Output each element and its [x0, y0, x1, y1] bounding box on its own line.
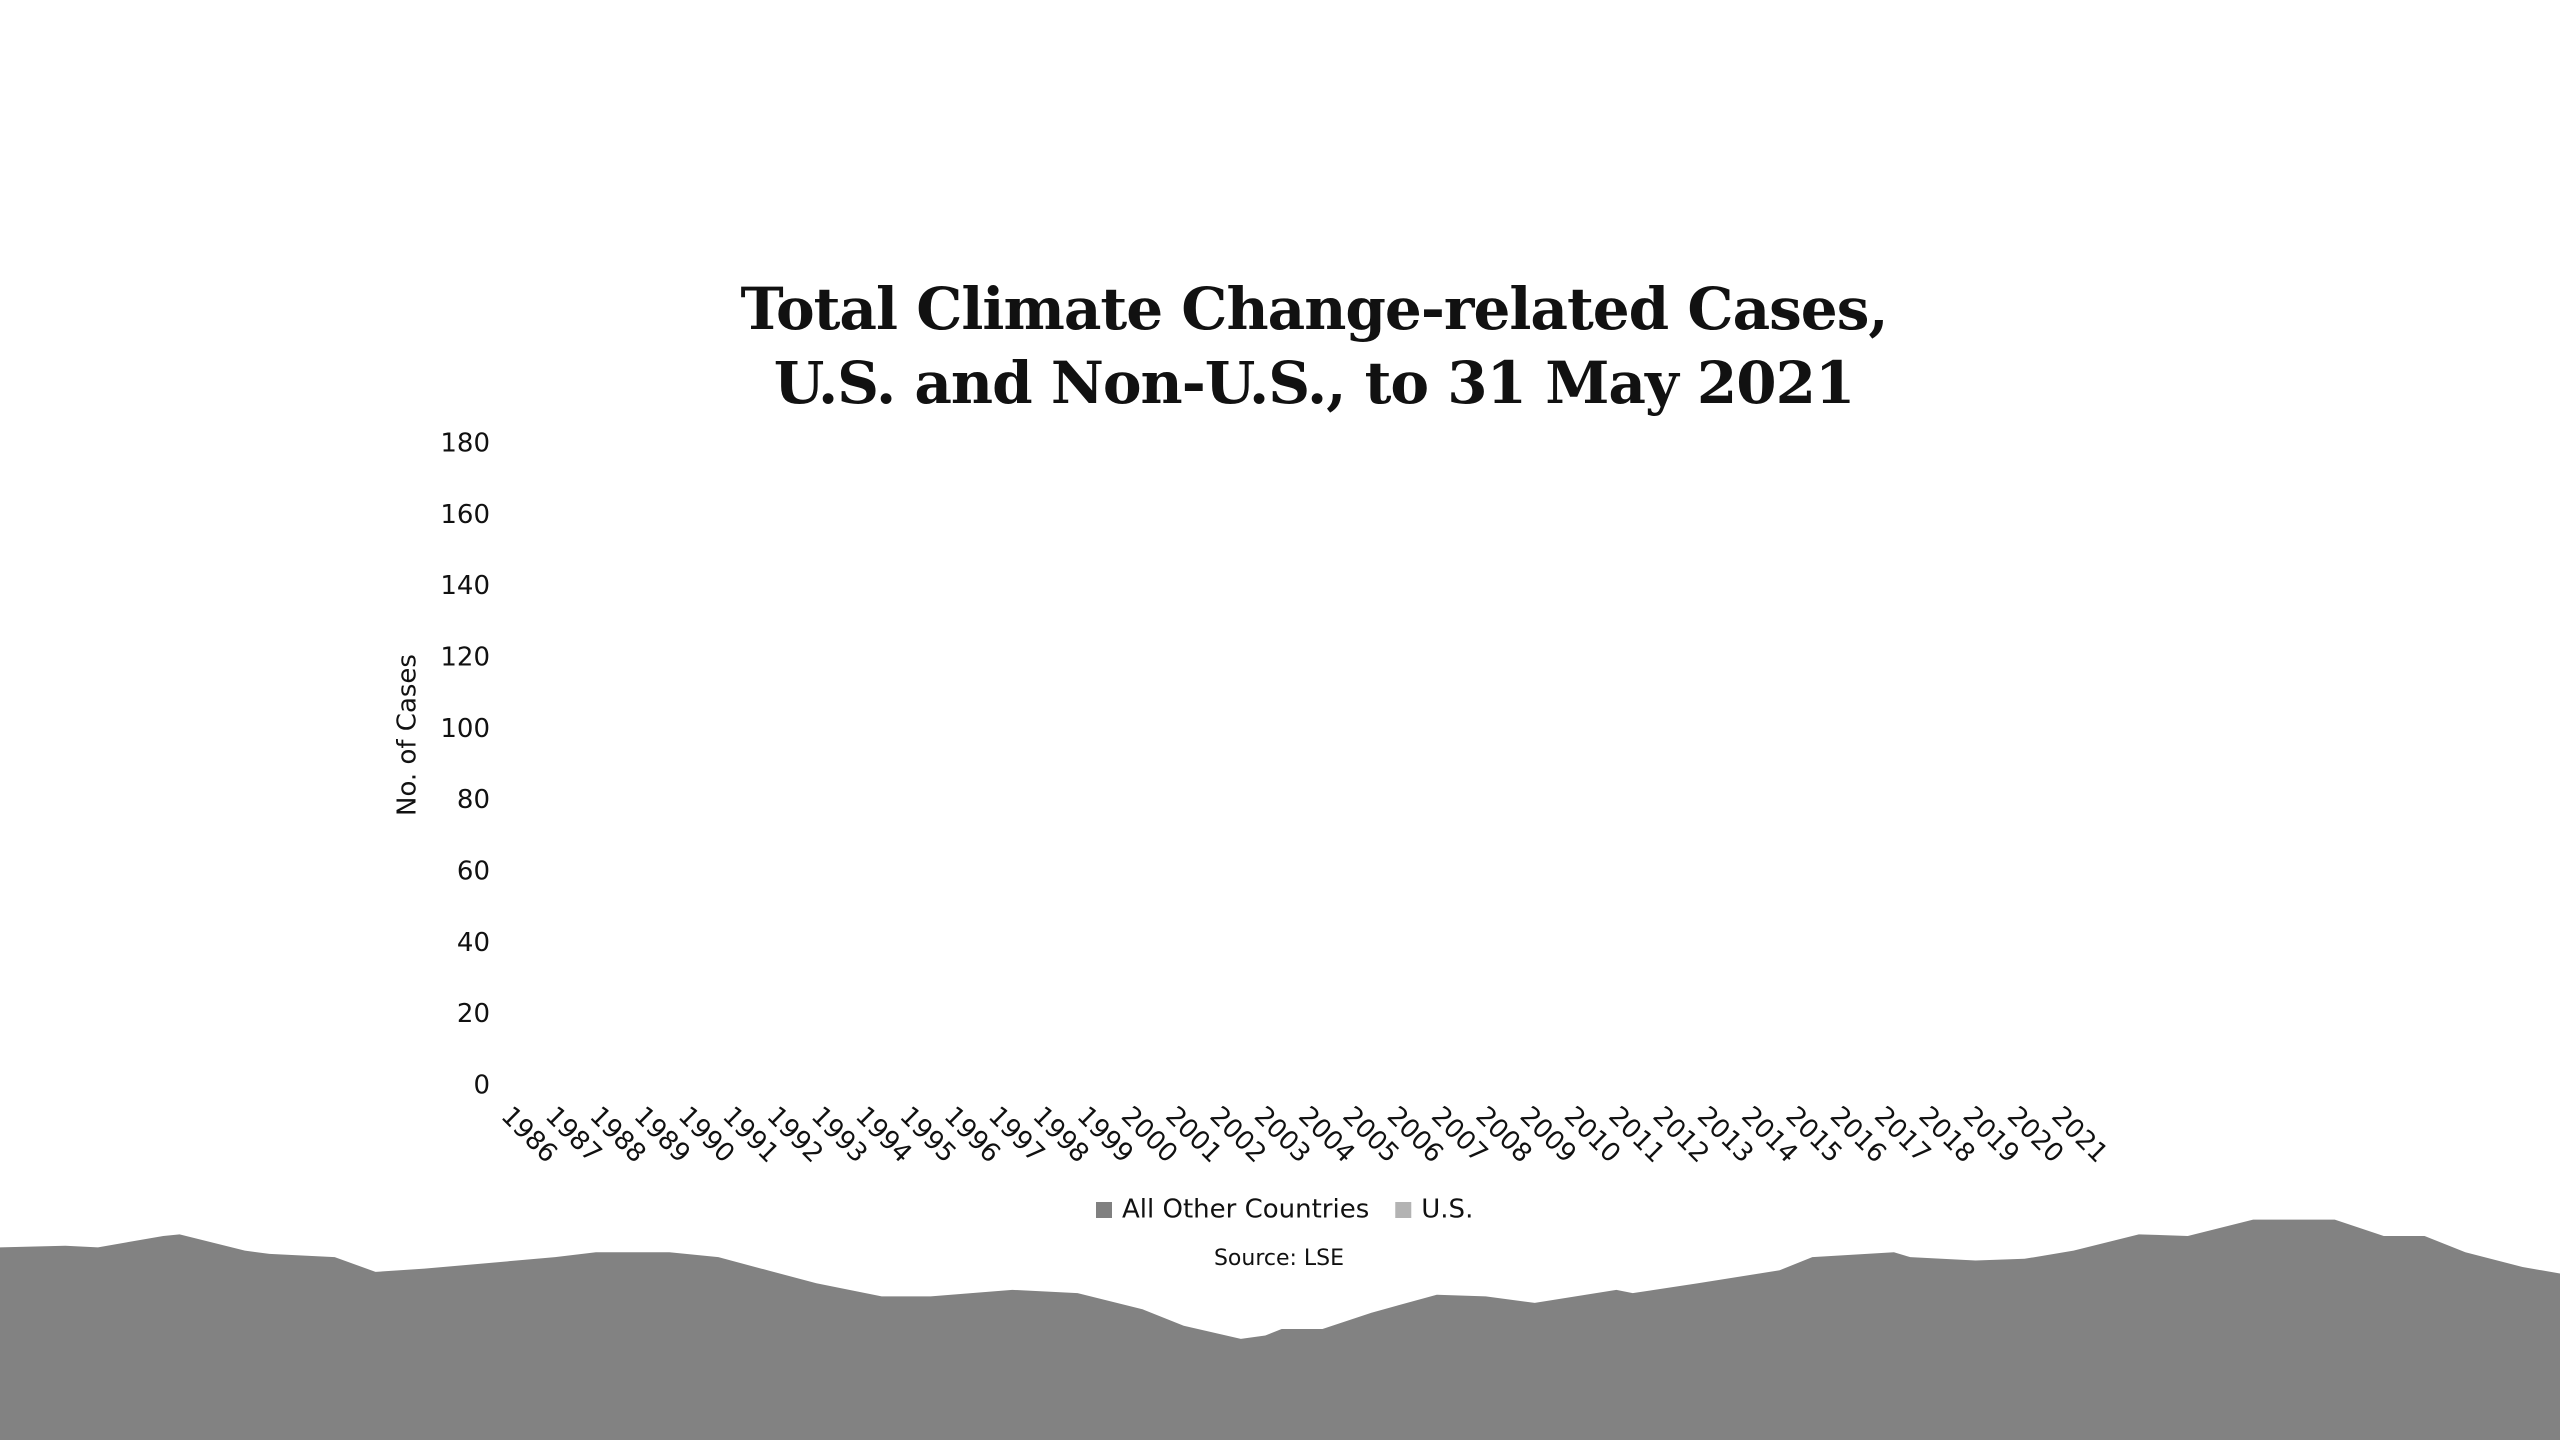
chart-title: Total Climate Change-related Cases, U.S.… [740, 275, 1888, 417]
y-tick-label: 60 [457, 857, 490, 887]
y-tick-label: 100 [440, 714, 490, 744]
y-tick-label: 160 [440, 500, 490, 530]
y-tick-label: 80 [457, 785, 490, 815]
y-tick-label: 40 [457, 928, 490, 958]
legend-swatch [1395, 1202, 1412, 1218]
legend-swatch [1096, 1202, 1112, 1218]
y-tick-label: 180 [440, 429, 490, 459]
y-tick-label: 20 [457, 999, 490, 1029]
background-hills [0, 1219, 2560, 1440]
source: Source: LSE [1214, 1246, 1344, 1271]
y-axis-label: No. of Cases [393, 654, 423, 816]
legend-label: All Other Countries [1122, 1195, 1369, 1225]
y-tick-label: 140 [440, 571, 490, 601]
legend-label: U.S. [1421, 1195, 1473, 1225]
y-tick-label: 0 [473, 1071, 490, 1101]
y-tick-label: 120 [440, 643, 490, 673]
